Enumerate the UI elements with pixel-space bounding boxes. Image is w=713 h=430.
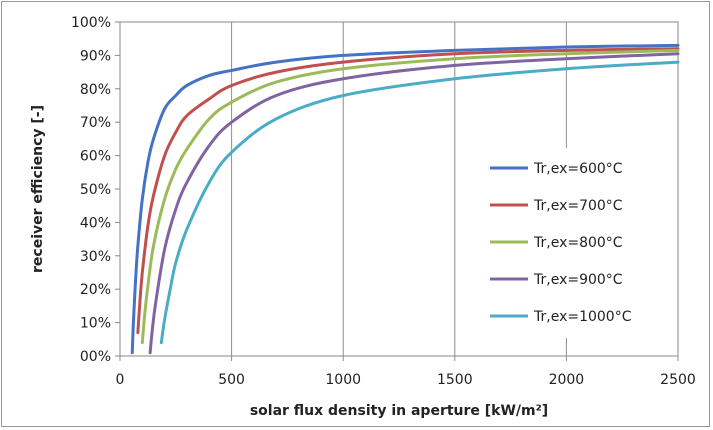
y-tick-label: 20%: [80, 282, 111, 298]
y-axis-ticks: 00% 10% 20% 30% 40% 50% 60% 70% 80% 90% 100%: [71, 15, 120, 365]
legend-label-4: Tr,ex=900°C: [533, 272, 623, 288]
x-axis-title: solar flux density in aperture [kW/m²]: [250, 403, 548, 419]
legend-label-2: Tr,ex=700°C: [533, 198, 623, 214]
x-tick-label: 2000: [549, 372, 585, 388]
series-line-3: [140, 48, 680, 345]
legend-label-5: Tr,ex=1000°C: [533, 309, 632, 325]
legend-label-3: Tr,ex=800°C: [533, 235, 623, 251]
legend: Tr,ex=600°C Tr,ex=700°C Tr,ex=800°C Tr,ex=9…: [478, 148, 653, 338]
x-tick-label: 500: [218, 372, 245, 388]
y-tick-label: 00%: [80, 349, 111, 365]
series-line-4: [148, 52, 680, 355]
series-line-2: [136, 47, 680, 335]
y-tick-label: 50%: [80, 182, 111, 198]
y-tick-label: 80%: [80, 82, 111, 98]
series-line-5: [159, 60, 680, 345]
series-lines: [130, 43, 680, 355]
x-tick-label: 0: [116, 372, 125, 388]
y-tick-label: 40%: [80, 215, 111, 231]
x-tick-label: 1000: [325, 372, 361, 388]
series-line-1: [130, 43, 680, 355]
x-axis-ticks: 0 500 1000 1500 2000 2500: [116, 356, 696, 388]
y-tick-label: 90%: [80, 48, 111, 64]
y-tick-label: 60%: [80, 149, 111, 165]
legend-label-1: Tr,ex=600°C: [533, 161, 623, 177]
y-tick-label: 10%: [80, 316, 111, 332]
y-tick-label: 100%: [71, 15, 111, 31]
y-tick-label: 70%: [80, 115, 111, 131]
y-tick-label: 30%: [80, 249, 111, 265]
x-tick-label: 1500: [437, 372, 473, 388]
x-tick-label: 2500: [660, 372, 696, 388]
y-axis-title: receiver efficiency [-]: [30, 105, 46, 273]
